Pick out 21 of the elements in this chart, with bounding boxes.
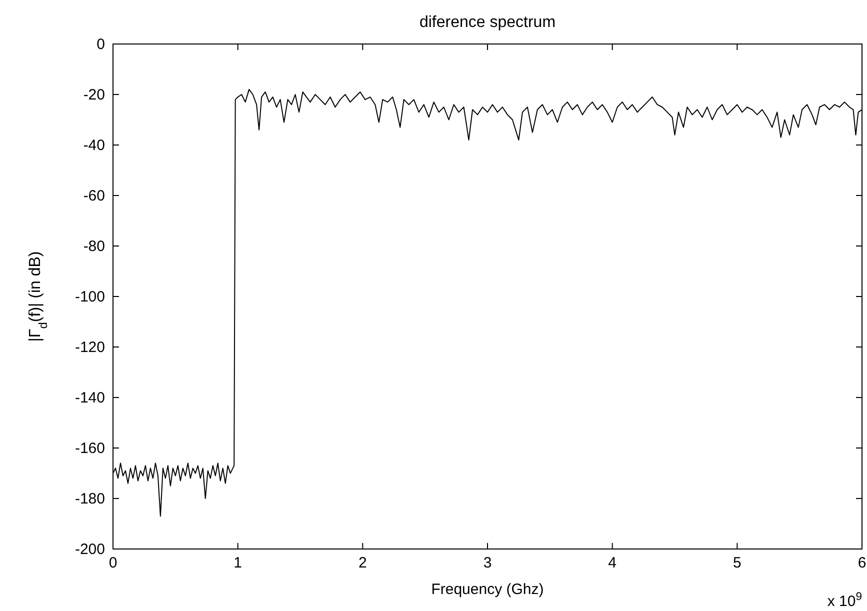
y-tick-label: -100 <box>74 288 105 306</box>
y-tick-label: -140 <box>74 389 105 406</box>
x-tick-label: 5 <box>732 554 742 572</box>
x-tick-label: 1 <box>234 554 242 572</box>
y-tick-label: -20 <box>83 86 105 104</box>
x-axis-title: Frequency (Ghz) <box>431 581 544 598</box>
y-tick-label: -60 <box>83 187 105 204</box>
x-tick-label: 6 <box>858 554 866 572</box>
chart-title: diference spectrum <box>419 14 556 31</box>
y-tick-label: -160 <box>74 440 105 457</box>
y-tick-label: -200 <box>74 540 105 558</box>
x-tick-label: 2 <box>358 554 367 572</box>
x-tick-label: 3 <box>483 554 492 572</box>
text: x 10$^{9}$ <box>827 591 862 610</box>
y-tick-label: -40 <box>83 136 105 154</box>
y-tick-label: 0 <box>96 36 105 53</box>
y-tick-label: -120 <box>74 338 105 356</box>
y-tick-label: -80 <box>83 238 105 255</box>
x-tick-label: 0 <box>108 554 118 572</box>
x-tick-label: 4 <box>608 554 617 572</box>
y-tick-label: -180 <box>74 490 105 508</box>
